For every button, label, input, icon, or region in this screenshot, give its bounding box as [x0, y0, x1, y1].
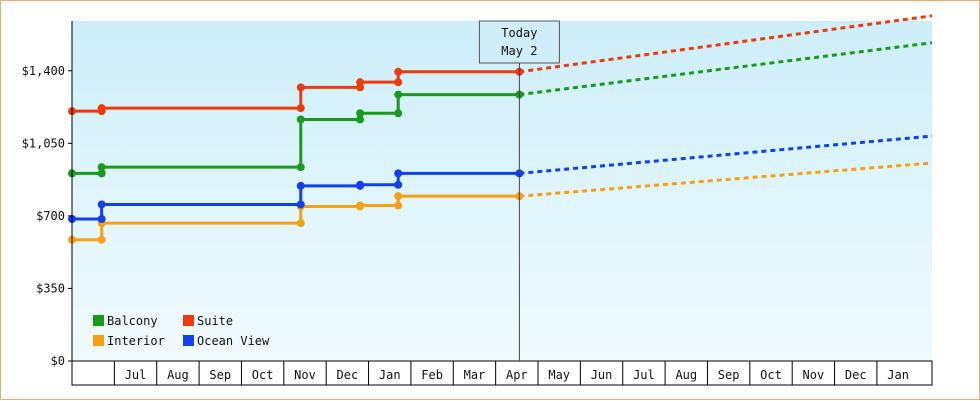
legend-swatch-suite — [183, 315, 194, 326]
legend-label-suite: Suite — [197, 314, 233, 328]
series-ocean-view — [68, 134, 933, 223]
data-point-balcony — [296, 115, 305, 124]
data-point-balcony — [296, 163, 305, 172]
x-axis-band — [71, 360, 933, 386]
y-tick-label: $1,050 — [22, 136, 65, 150]
series-forecast-balcony — [519, 41, 933, 97]
x-tick-label: Jul — [125, 368, 147, 382]
x-tick-label: Aug — [167, 368, 189, 382]
data-point-interior — [296, 219, 305, 228]
data-point-interior — [394, 201, 403, 210]
series-line-ocean-view — [72, 171, 520, 221]
y-tick-label: $350 — [36, 281, 65, 295]
data-point-balcony — [356, 109, 365, 118]
x-tick-label: Feb — [421, 368, 443, 382]
data-point-suite — [97, 104, 106, 113]
legend-label-ocean-view: Ocean View — [197, 334, 270, 348]
x-tick-label: Jan — [379, 368, 401, 382]
series-forecast-interior — [519, 161, 933, 198]
data-point-suite — [394, 78, 403, 87]
data-point-balcony — [356, 115, 365, 124]
data-point-balcony — [97, 169, 106, 178]
data-point-ocean-view — [296, 181, 305, 190]
y-tick-label: $700 — [36, 209, 65, 223]
data-point-ocean-view — [356, 180, 365, 189]
data-point-ocean-view — [296, 200, 305, 209]
data-point-suite — [296, 83, 305, 92]
data-point-suite — [356, 78, 365, 87]
x-tick-label: May — [548, 368, 570, 382]
plot-background — [72, 21, 932, 361]
x-tick-label: Jul — [633, 368, 655, 382]
series-forecast-ocean-view — [519, 134, 933, 175]
x-tick-label: Sep — [209, 368, 231, 382]
today-date: May 2 — [501, 44, 537, 58]
x-tick-label: Dec — [845, 368, 867, 382]
legend-label-balcony: Balcony — [107, 314, 158, 328]
legend-swatch-interior — [93, 335, 104, 346]
x-tick-label: Mar — [464, 368, 486, 382]
y-tick-label: $1,400 — [22, 64, 65, 78]
x-tick-label: Oct — [252, 368, 274, 382]
legend-swatch-ocean-view — [183, 335, 194, 346]
x-tick-label: Sep — [718, 368, 740, 382]
data-point-balcony — [394, 90, 403, 99]
today-label: Today — [501, 26, 537, 40]
x-tick-label: Oct — [760, 368, 782, 382]
legend: Balcony Suite Interior Ocean View — [93, 314, 270, 348]
legend-swatch-balcony — [93, 315, 104, 326]
y-tick-label: $0 — [51, 354, 65, 368]
data-point-ocean-view — [97, 214, 106, 223]
data-point-suite — [296, 104, 305, 113]
legend-label-interior: Interior — [107, 334, 165, 348]
x-tick-label: Aug — [675, 368, 697, 382]
data-point-balcony — [394, 109, 403, 118]
x-tick-label: Jun — [591, 368, 613, 382]
data-point-balcony — [97, 163, 106, 172]
x-tick-label: Nov — [294, 368, 316, 382]
data-point-ocean-view — [394, 180, 403, 189]
data-point-ocean-view — [97, 200, 106, 209]
series-line-interior — [72, 194, 520, 242]
data-point-interior — [97, 235, 106, 244]
x-tick-label: Apr — [506, 368, 528, 382]
data-point-interior — [394, 192, 403, 201]
x-tick-label: Nov — [803, 368, 825, 382]
x-tick-label: Jan — [887, 368, 909, 382]
series-forecast-suite — [519, 14, 933, 74]
x-tick-label: Dec — [337, 368, 359, 382]
data-point-suite — [394, 67, 403, 76]
data-point-interior — [356, 201, 365, 210]
data-point-ocean-view — [394, 169, 403, 178]
series-balcony — [68, 41, 933, 178]
today-label-box — [478, 20, 560, 64]
